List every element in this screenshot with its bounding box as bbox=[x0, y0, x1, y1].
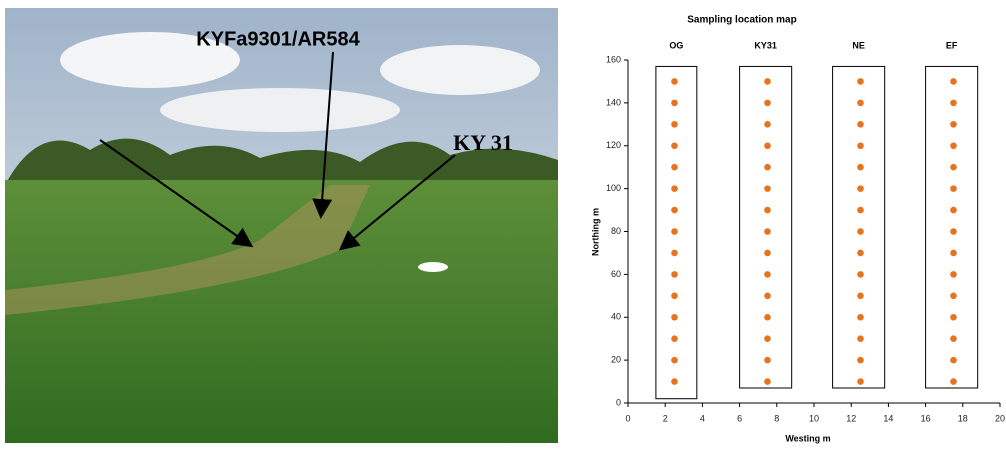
x-tick-label: 6 bbox=[737, 413, 742, 423]
y-tick-label: 140 bbox=[606, 97, 621, 107]
y-tick-label: 60 bbox=[611, 269, 621, 279]
point bbox=[857, 121, 864, 128]
plot-label: KY31 bbox=[754, 40, 777, 50]
x-tick-label: 0 bbox=[625, 413, 630, 423]
point bbox=[857, 206, 864, 214]
point bbox=[764, 271, 771, 278]
point bbox=[671, 271, 678, 278]
point bbox=[764, 99, 771, 107]
point bbox=[671, 249, 678, 257]
x-axis-label: Westing m bbox=[785, 433, 830, 443]
point bbox=[764, 249, 771, 257]
point bbox=[857, 185, 864, 192]
point bbox=[671, 292, 678, 300]
point bbox=[950, 206, 957, 214]
point bbox=[950, 378, 957, 385]
point bbox=[764, 313, 771, 321]
point bbox=[764, 121, 771, 128]
y-tick-label: 120 bbox=[606, 140, 621, 150]
point bbox=[950, 121, 957, 128]
x-tick-label: 2 bbox=[663, 413, 668, 423]
x-tick-label: 16 bbox=[921, 413, 931, 423]
point bbox=[950, 185, 957, 192]
y-tick-label: 40 bbox=[611, 312, 621, 322]
x-tick-label: 12 bbox=[846, 413, 856, 423]
x-tick-label: 18 bbox=[958, 413, 968, 423]
point bbox=[671, 121, 678, 128]
photo-label: KYFa9301/AR584 bbox=[196, 28, 360, 50]
plot-boundary bbox=[925, 65, 979, 389]
point bbox=[857, 378, 864, 385]
plot-boundary bbox=[832, 65, 886, 389]
point bbox=[764, 185, 771, 192]
point bbox=[950, 271, 957, 278]
point bbox=[764, 378, 771, 385]
point bbox=[857, 142, 864, 150]
point bbox=[950, 99, 957, 107]
x-tick-label: 8 bbox=[774, 413, 779, 423]
y-tick-label: 20 bbox=[611, 355, 621, 365]
plot-label: EF bbox=[946, 40, 958, 50]
point bbox=[764, 142, 771, 150]
point bbox=[764, 356, 771, 364]
x-tick-label: 4 bbox=[700, 413, 705, 423]
point bbox=[671, 335, 678, 342]
plot-boundary bbox=[739, 65, 793, 389]
point bbox=[671, 99, 678, 107]
point bbox=[950, 356, 957, 364]
point bbox=[671, 78, 678, 85]
point bbox=[857, 335, 864, 342]
point bbox=[671, 163, 678, 171]
point bbox=[950, 249, 957, 257]
point bbox=[950, 313, 957, 321]
point bbox=[950, 78, 957, 85]
photo-label: KY 31 bbox=[453, 130, 513, 155]
y-axis-label: Northing m bbox=[590, 208, 600, 256]
point bbox=[857, 163, 864, 171]
point bbox=[857, 292, 864, 300]
point bbox=[671, 313, 678, 321]
point bbox=[764, 163, 771, 171]
plot-label: OG bbox=[669, 40, 683, 50]
point bbox=[857, 356, 864, 364]
point bbox=[857, 78, 864, 85]
y-tick-label: 80 bbox=[611, 226, 621, 236]
chart-title: Sampling location map bbox=[687, 15, 796, 26]
point bbox=[671, 378, 678, 385]
photo: KYFa9301/AR584 KY 31 bbox=[5, 8, 558, 443]
point bbox=[857, 249, 864, 257]
point bbox=[764, 78, 771, 85]
y-tick-label: 100 bbox=[606, 183, 621, 193]
plot-label: NE bbox=[852, 40, 865, 50]
point bbox=[764, 228, 771, 235]
point bbox=[950, 142, 957, 150]
point bbox=[857, 313, 864, 321]
point bbox=[764, 335, 771, 342]
point bbox=[950, 228, 957, 235]
point bbox=[671, 356, 678, 364]
point bbox=[764, 292, 771, 300]
x-tick-label: 10 bbox=[809, 413, 819, 423]
point bbox=[857, 228, 864, 235]
point bbox=[950, 163, 957, 171]
y-tick-label: 160 bbox=[606, 54, 621, 64]
x-tick-label: 14 bbox=[883, 413, 893, 423]
point bbox=[857, 271, 864, 278]
plot-boundary bbox=[655, 65, 698, 400]
point bbox=[671, 228, 678, 235]
point bbox=[950, 292, 957, 300]
point bbox=[857, 99, 864, 107]
x-tick-label: 20 bbox=[995, 413, 1005, 423]
point bbox=[671, 142, 678, 150]
point bbox=[671, 185, 678, 192]
point bbox=[671, 206, 678, 214]
point bbox=[764, 206, 771, 214]
point bbox=[950, 335, 957, 342]
y-tick-label: 0 bbox=[616, 397, 621, 407]
